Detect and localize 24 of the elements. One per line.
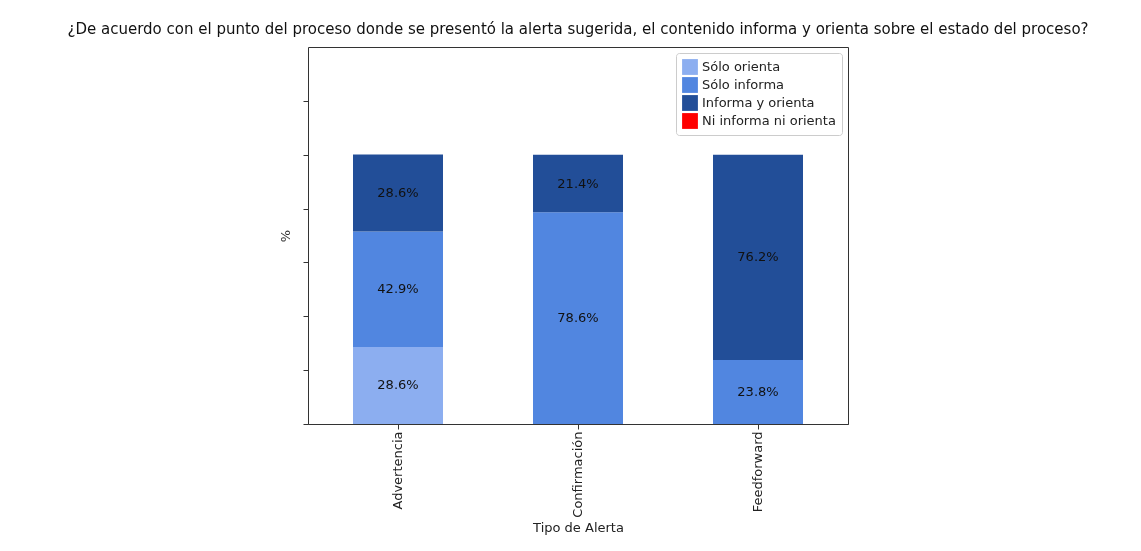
legend-label: Informa y orienta <box>702 95 815 110</box>
x-tick-label: Confirmación <box>570 431 585 518</box>
bar <box>353 346 443 424</box>
x-axis-title: Tipo de Alerta <box>532 519 624 535</box>
data-label: 76.2% <box>737 249 779 265</box>
legend-label: Sólo orienta <box>702 59 781 74</box>
bar <box>533 154 623 213</box>
chart-title: ¿De acuerdo con el punto del proceso donde se presentó la alerta sugerida, el contenido informa y orienta sobre el estado del proceso? <box>67 20 1089 38</box>
bar <box>713 359 803 424</box>
data-label: 28.6% <box>377 377 419 393</box>
data-label: 42.9% <box>377 281 419 297</box>
bar <box>353 231 443 347</box>
y-axis-title: % <box>278 229 293 243</box>
x-tick-label: Advertencia <box>390 431 405 510</box>
data-label: 23.8% <box>737 383 779 399</box>
bar <box>713 154 803 360</box>
legend-label: Sólo informa <box>702 77 785 92</box>
legend-label: Ni informa ni orienta <box>702 113 836 128</box>
data-label: 78.6% <box>557 310 599 326</box>
bar <box>533 212 623 424</box>
bar <box>353 154 443 232</box>
x-tick-label: Feedforward <box>750 431 765 513</box>
data-label: 28.6% <box>377 184 419 200</box>
data-label: 21.4% <box>557 175 599 191</box>
